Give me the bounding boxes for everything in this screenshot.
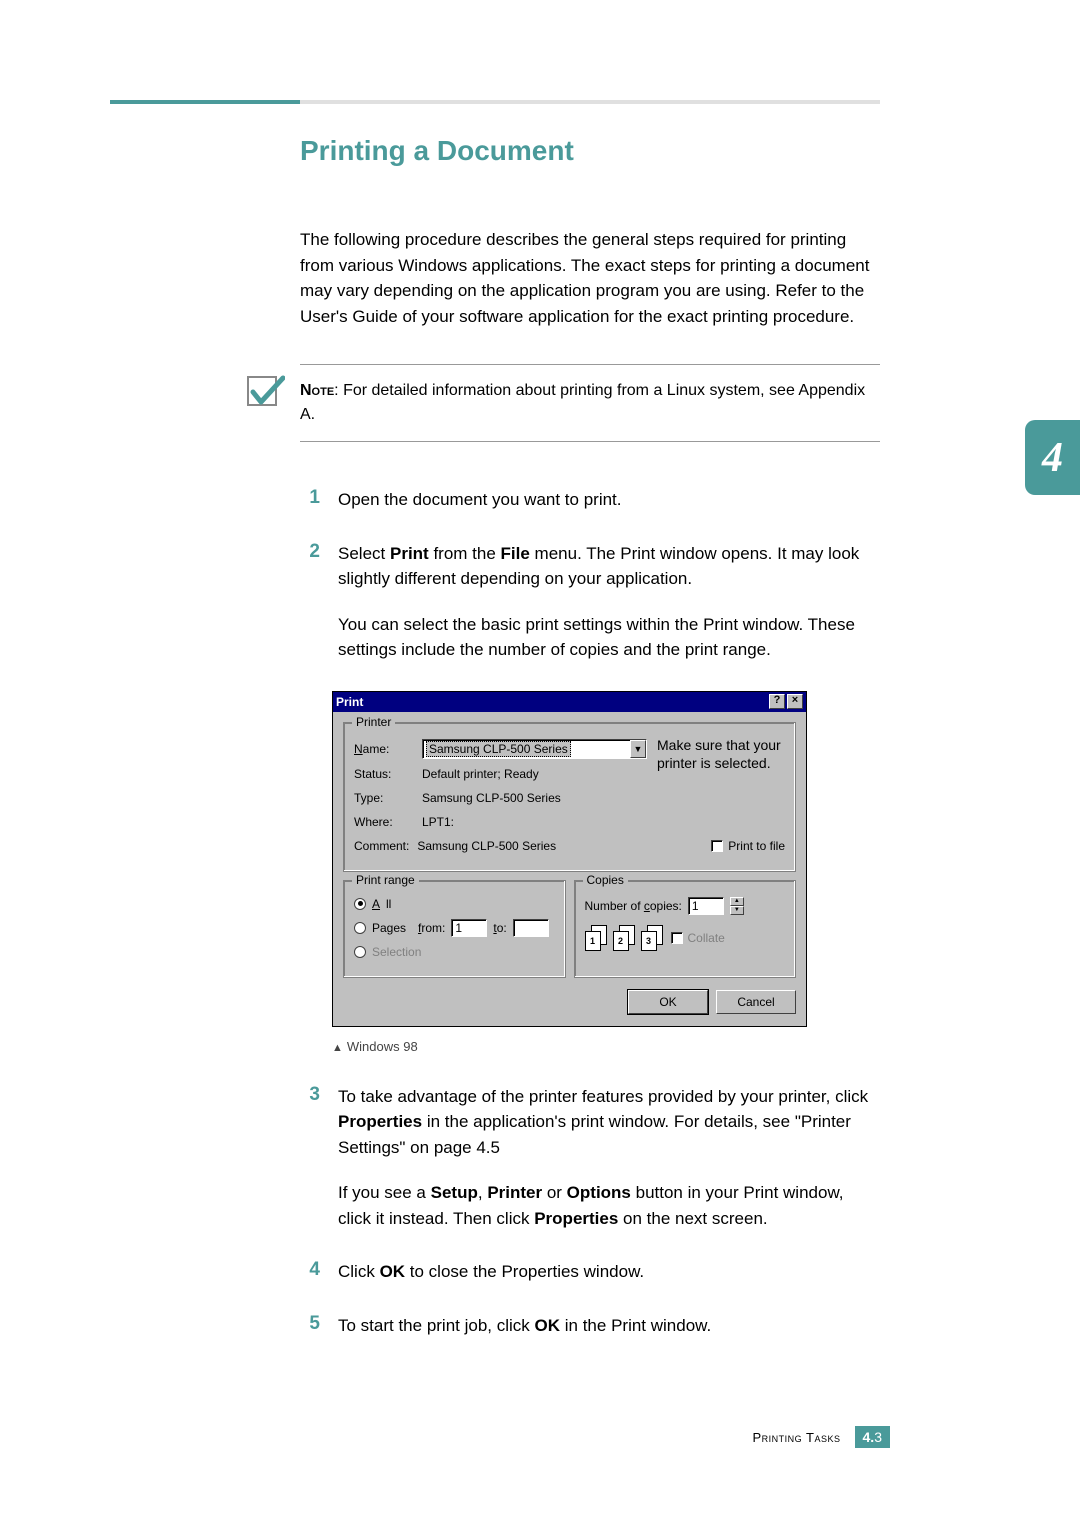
step-text: Click OK to close the Properties window. [338, 1259, 880, 1285]
intro-paragraph: The following procedure describes the ge… [300, 227, 880, 329]
comment-label: Comment: [354, 839, 414, 853]
radio-icon [354, 946, 366, 958]
type-label: Type: [354, 791, 414, 805]
step-number: 2 [300, 541, 320, 663]
print-dialog: Print ? × Printer Name: Samsung CLP-500 … [332, 691, 807, 1027]
option-selection: Selection [354, 945, 555, 959]
close-button[interactable]: × [787, 694, 803, 709]
printer-name-value: Samsung CLP-500 Series [426, 741, 571, 757]
step-3: 3 To take advantage of the printer featu… [300, 1084, 880, 1232]
copies-spinner[interactable]: ▲▼ [730, 897, 744, 915]
step-number: 5 [300, 1313, 320, 1339]
print-range-group: Print range All Pages from: 1 to: Select… [343, 880, 566, 978]
step-4: 4 Click OK to close the Properties windo… [300, 1259, 880, 1285]
copies-label: Copies [583, 873, 628, 887]
collate-label: Collate [688, 931, 725, 945]
step-3-p2: If you see a Setup, Printer or Options b… [338, 1180, 880, 1231]
cancel-button[interactable]: Cancel [716, 990, 796, 1014]
page-footer: Printing Tasks 4.3 [753, 1426, 890, 1448]
radio-icon [354, 922, 366, 934]
steps-list-2: 3 To take advantage of the printer featu… [300, 1084, 880, 1339]
print-to-file-checkbox[interactable]: Print to file [711, 839, 785, 853]
step-5: 5 To start the print job, click OK in th… [300, 1313, 880, 1339]
printer-group-label: Printer [352, 715, 395, 729]
step-text: To take advantage of the printer feature… [338, 1084, 880, 1232]
steps-list: 1 Open the document you want to print. 2… [300, 487, 880, 663]
content-area: Printing a Document The following proced… [300, 135, 880, 1366]
step-2-p1: Select Print from the File menu. The Pri… [338, 541, 880, 592]
comment-value: Samsung CLP-500 Series [417, 839, 556, 853]
print-dialog-screenshot: Make sure that your printer is selected.… [332, 691, 807, 1027]
step-1-text: Open the document you want to print. [338, 487, 880, 513]
name-label: Name: [354, 742, 414, 756]
step-2-p2: You can select the basic print settings … [338, 612, 880, 663]
option-pages[interactable]: Pages from: 1 to: [354, 919, 555, 937]
help-button[interactable]: ? [769, 694, 785, 709]
ok-button[interactable]: OK [628, 990, 708, 1014]
pages-label: Pages [372, 921, 406, 935]
screenshot-caption: ▲Windows 98 [332, 1039, 880, 1054]
printer-group: Printer Name: Samsung CLP-500 Series ▼ S… [343, 722, 796, 872]
checkbox-icon [671, 932, 683, 944]
collate-preview-icon: 11 22 33 [585, 925, 665, 951]
step-2: 2 Select Print from the File menu. The P… [300, 541, 880, 663]
collate-checkbox: Collate [671, 931, 725, 945]
to-input[interactable] [513, 919, 549, 937]
chapter-tab: 4 [1025, 420, 1080, 495]
step-text: Select Print from the File menu. The Pri… [338, 541, 880, 663]
copies-group: Copies Number of copies: 1 ▲▼ 11 22 33 [574, 880, 797, 978]
print-to-file-label: Print to file [728, 839, 785, 853]
dropdown-arrow-icon[interactable]: ▼ [630, 740, 646, 758]
from-input[interactable]: 1 [451, 919, 487, 937]
footer-section: Printing Tasks [753, 1430, 841, 1445]
dialog-title: Print [336, 695, 363, 709]
type-value: Samsung CLP-500 Series [422, 791, 561, 805]
step-number: 4 [300, 1259, 320, 1285]
where-label: Where: [354, 815, 414, 829]
checkmark-icon [245, 374, 285, 414]
note-label: Note [300, 382, 334, 399]
checkbox-icon [711, 840, 723, 852]
num-copies-label: Number of copies: [585, 899, 682, 913]
where-value: LPT1: [422, 815, 454, 829]
step-number: 1 [300, 487, 320, 513]
note-block: Note: For detailed information about pri… [300, 364, 880, 442]
step-text: To start the print job, click OK in the … [338, 1313, 880, 1339]
dialog-titlebar: Print ? × [333, 692, 806, 712]
note-body-text: : For detailed information about printin… [300, 382, 865, 423]
step-text: Open the document you want to print. [338, 487, 880, 513]
printer-name-dropdown[interactable]: Samsung CLP-500 Series ▼ [422, 739, 647, 759]
step-number: 3 [300, 1084, 320, 1232]
step-3-p1: To take advantage of the printer feature… [338, 1084, 880, 1161]
radio-icon [354, 898, 366, 910]
step-1: 1 Open the document you want to print. [300, 487, 880, 513]
header-rule-accent [110, 100, 300, 104]
page-title: Printing a Document [300, 135, 880, 167]
print-range-label: Print range [352, 873, 419, 887]
note-text: Note: For detailed information about pri… [300, 365, 880, 441]
option-all[interactable]: All [354, 897, 555, 911]
selection-label: Selection [372, 945, 421, 959]
status-label: Status: [354, 767, 414, 781]
status-value: Default printer; Ready [422, 767, 539, 781]
num-copies-input[interactable]: 1 [688, 897, 724, 915]
footer-page-badge: 4.3 [855, 1426, 890, 1448]
